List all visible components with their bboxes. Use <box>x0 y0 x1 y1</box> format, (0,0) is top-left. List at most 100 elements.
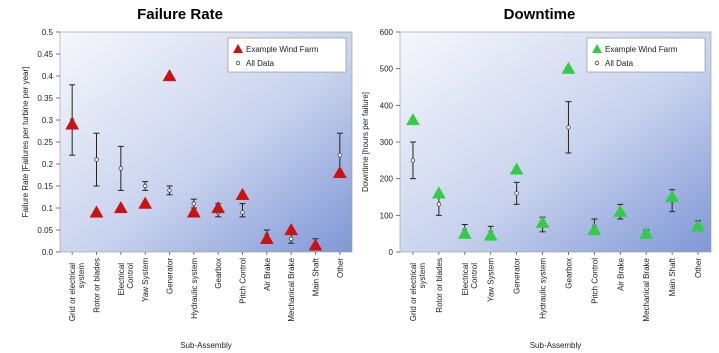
x-tick-label: Other <box>336 258 345 278</box>
y-tick-label: 0.1 <box>42 204 54 213</box>
y-tick-label: 0.25 <box>37 138 53 147</box>
example-wind-farm-point <box>332 165 347 178</box>
all-data-point <box>436 202 442 207</box>
all-data-point <box>142 183 148 189</box>
legend: Example Wind Farm All Data <box>586 37 706 73</box>
y-tick-label: 200 <box>380 175 394 184</box>
y-tick-label: 0.05 <box>37 226 53 235</box>
x-tick-label: Mechanical Brake <box>642 257 651 321</box>
example-wind-farm-point <box>406 112 420 126</box>
x-tick-label: Yaw System <box>487 258 496 302</box>
downtime-plot: 0 100 200 300 400 500 600 Downtime [hours per f… <box>361 28 712 350</box>
x-tick-label: Main Shaft <box>312 257 321 296</box>
y-tick-label: 0.45 <box>37 50 53 59</box>
y-tick-label: 0.2 <box>42 160 54 169</box>
x-tick-label: Pitch Control <box>590 258 599 304</box>
y-tick-label: 0.0 <box>42 248 54 257</box>
x-tick-label: Gearbox <box>564 258 573 289</box>
x-tick-label: Hydraulic system <box>539 258 548 319</box>
example-wind-farm-point <box>211 200 226 214</box>
x-tick-label: Generator <box>166 258 175 294</box>
legend-box <box>227 37 347 73</box>
y-tick-label: 500 <box>380 65 394 74</box>
example-wind-farm-point <box>483 228 498 241</box>
example-wind-farm-point <box>639 226 654 239</box>
example-wind-farm-point <box>186 205 201 218</box>
y-axis-label: Failure Rate [Failures per turbine per y… <box>21 67 30 218</box>
legend-box <box>586 37 706 73</box>
y-tick-label: 400 <box>380 101 394 110</box>
x-tick-label: ElectricalControl <box>461 263 479 296</box>
legend: Example Wind Farm All Data <box>227 37 347 73</box>
x-tick-label: Pitch Control <box>239 258 248 304</box>
downtime-chart: Downtime 0 100 200 300 400 500 600 Downtime [ho… <box>360 0 719 353</box>
failure-rate-title: Failure Rate <box>137 6 223 23</box>
y-tick-label: 0.35 <box>37 94 53 103</box>
example-wind-farm-point <box>113 200 128 214</box>
example-wind-farm-point <box>691 219 705 232</box>
legend-circle-icon <box>235 60 241 66</box>
failure-rate-plot: 0.0 0.05 0.1 0.15 0.2 0.25 0.3 0.35 0.4 0.45 0.5 Fa… <box>21 28 353 350</box>
all-data-point <box>566 125 571 130</box>
x-tick-label: Yaw System <box>141 258 150 302</box>
x-axis-label: Sub-Assembly <box>180 341 232 350</box>
all-data-point <box>167 188 172 193</box>
y-tick-label: 0.3 <box>42 116 54 125</box>
x-tick-label: Rotor or blades <box>93 258 102 313</box>
x-tick-label: Mechanical Brake <box>287 257 296 321</box>
x-tick-label: Gearbox <box>214 258 223 289</box>
example-wind-farm-point <box>587 222 602 236</box>
downtime-title: Downtime <box>503 6 576 23</box>
x-tick-label: Hydraulic system <box>190 258 199 319</box>
example-wind-farm-point <box>613 204 628 217</box>
legend-label-example-wind-farm: Example Wind Farm <box>246 45 319 54</box>
x-tick-label: Grid or electricalsystem <box>68 263 86 322</box>
failure-rate-chart: Failure Rate 0.0 0.05 0.1 0.15 0.2 0.25 0.3 0.3… <box>21 6 353 350</box>
y-tick-label: 0 <box>389 248 394 257</box>
example-wind-farm-point <box>65 117 80 130</box>
legend-label-example-wind-farm: Example Wind Farm <box>605 45 678 54</box>
legend-label-all-data: All Data <box>246 59 275 68</box>
x-tick-label: Main Shaft <box>668 257 677 296</box>
y-tick-label: 0.4 <box>42 72 54 81</box>
legend-triangle-icon <box>233 44 243 53</box>
x-tick-label: Generator <box>513 258 522 294</box>
all-data-point <box>288 236 294 241</box>
y-tick-label: 0.5 <box>42 28 54 37</box>
x-tick-label: Air Brake <box>263 257 272 290</box>
y-axis-label: Downtime [hours per failure] <box>361 92 370 192</box>
example-wind-farm-point <box>89 205 104 218</box>
example-wind-farm-point <box>162 68 177 82</box>
example-wind-farm-point <box>535 215 550 228</box>
x-tick-label: Grid or electricalsystem <box>409 263 427 322</box>
example-wind-farm-point <box>259 231 274 244</box>
y-tick-label: 300 <box>380 138 394 147</box>
x-tick-label: Other <box>694 258 703 278</box>
all-data-point <box>191 201 197 206</box>
all-data-point <box>118 166 124 171</box>
example-wind-farm-point <box>457 226 472 239</box>
legend-label-all-data: All Data <box>605 59 634 68</box>
x-tick-label: ElectricalControl <box>117 263 135 296</box>
example-wind-farm-point <box>138 196 153 209</box>
all-data-point <box>240 210 245 215</box>
all-data-point <box>410 158 416 163</box>
legend-triangle-icon <box>592 44 602 53</box>
all-data-point <box>514 191 519 196</box>
x-tick-label: Rotor or blades <box>435 258 444 313</box>
y-tick-label: 600 <box>380 28 394 37</box>
all-data-point <box>94 157 99 162</box>
legend-circle-icon <box>594 60 600 66</box>
x-tick-label: Air Brake <box>616 257 625 290</box>
all-data-point <box>337 152 343 158</box>
example-wind-farm-point <box>235 187 250 200</box>
y-tick-label: 0.15 <box>37 182 53 191</box>
example-wind-farm-point <box>284 222 299 236</box>
example-wind-farm-point <box>665 189 680 203</box>
example-wind-farm-point <box>509 162 524 175</box>
example-wind-farm-point <box>308 238 323 251</box>
example-wind-farm-point <box>431 186 446 199</box>
y-tick-label: 100 <box>380 211 394 220</box>
example-wind-farm-point <box>561 61 576 74</box>
x-axis-label: Sub-Assembly <box>530 341 582 350</box>
